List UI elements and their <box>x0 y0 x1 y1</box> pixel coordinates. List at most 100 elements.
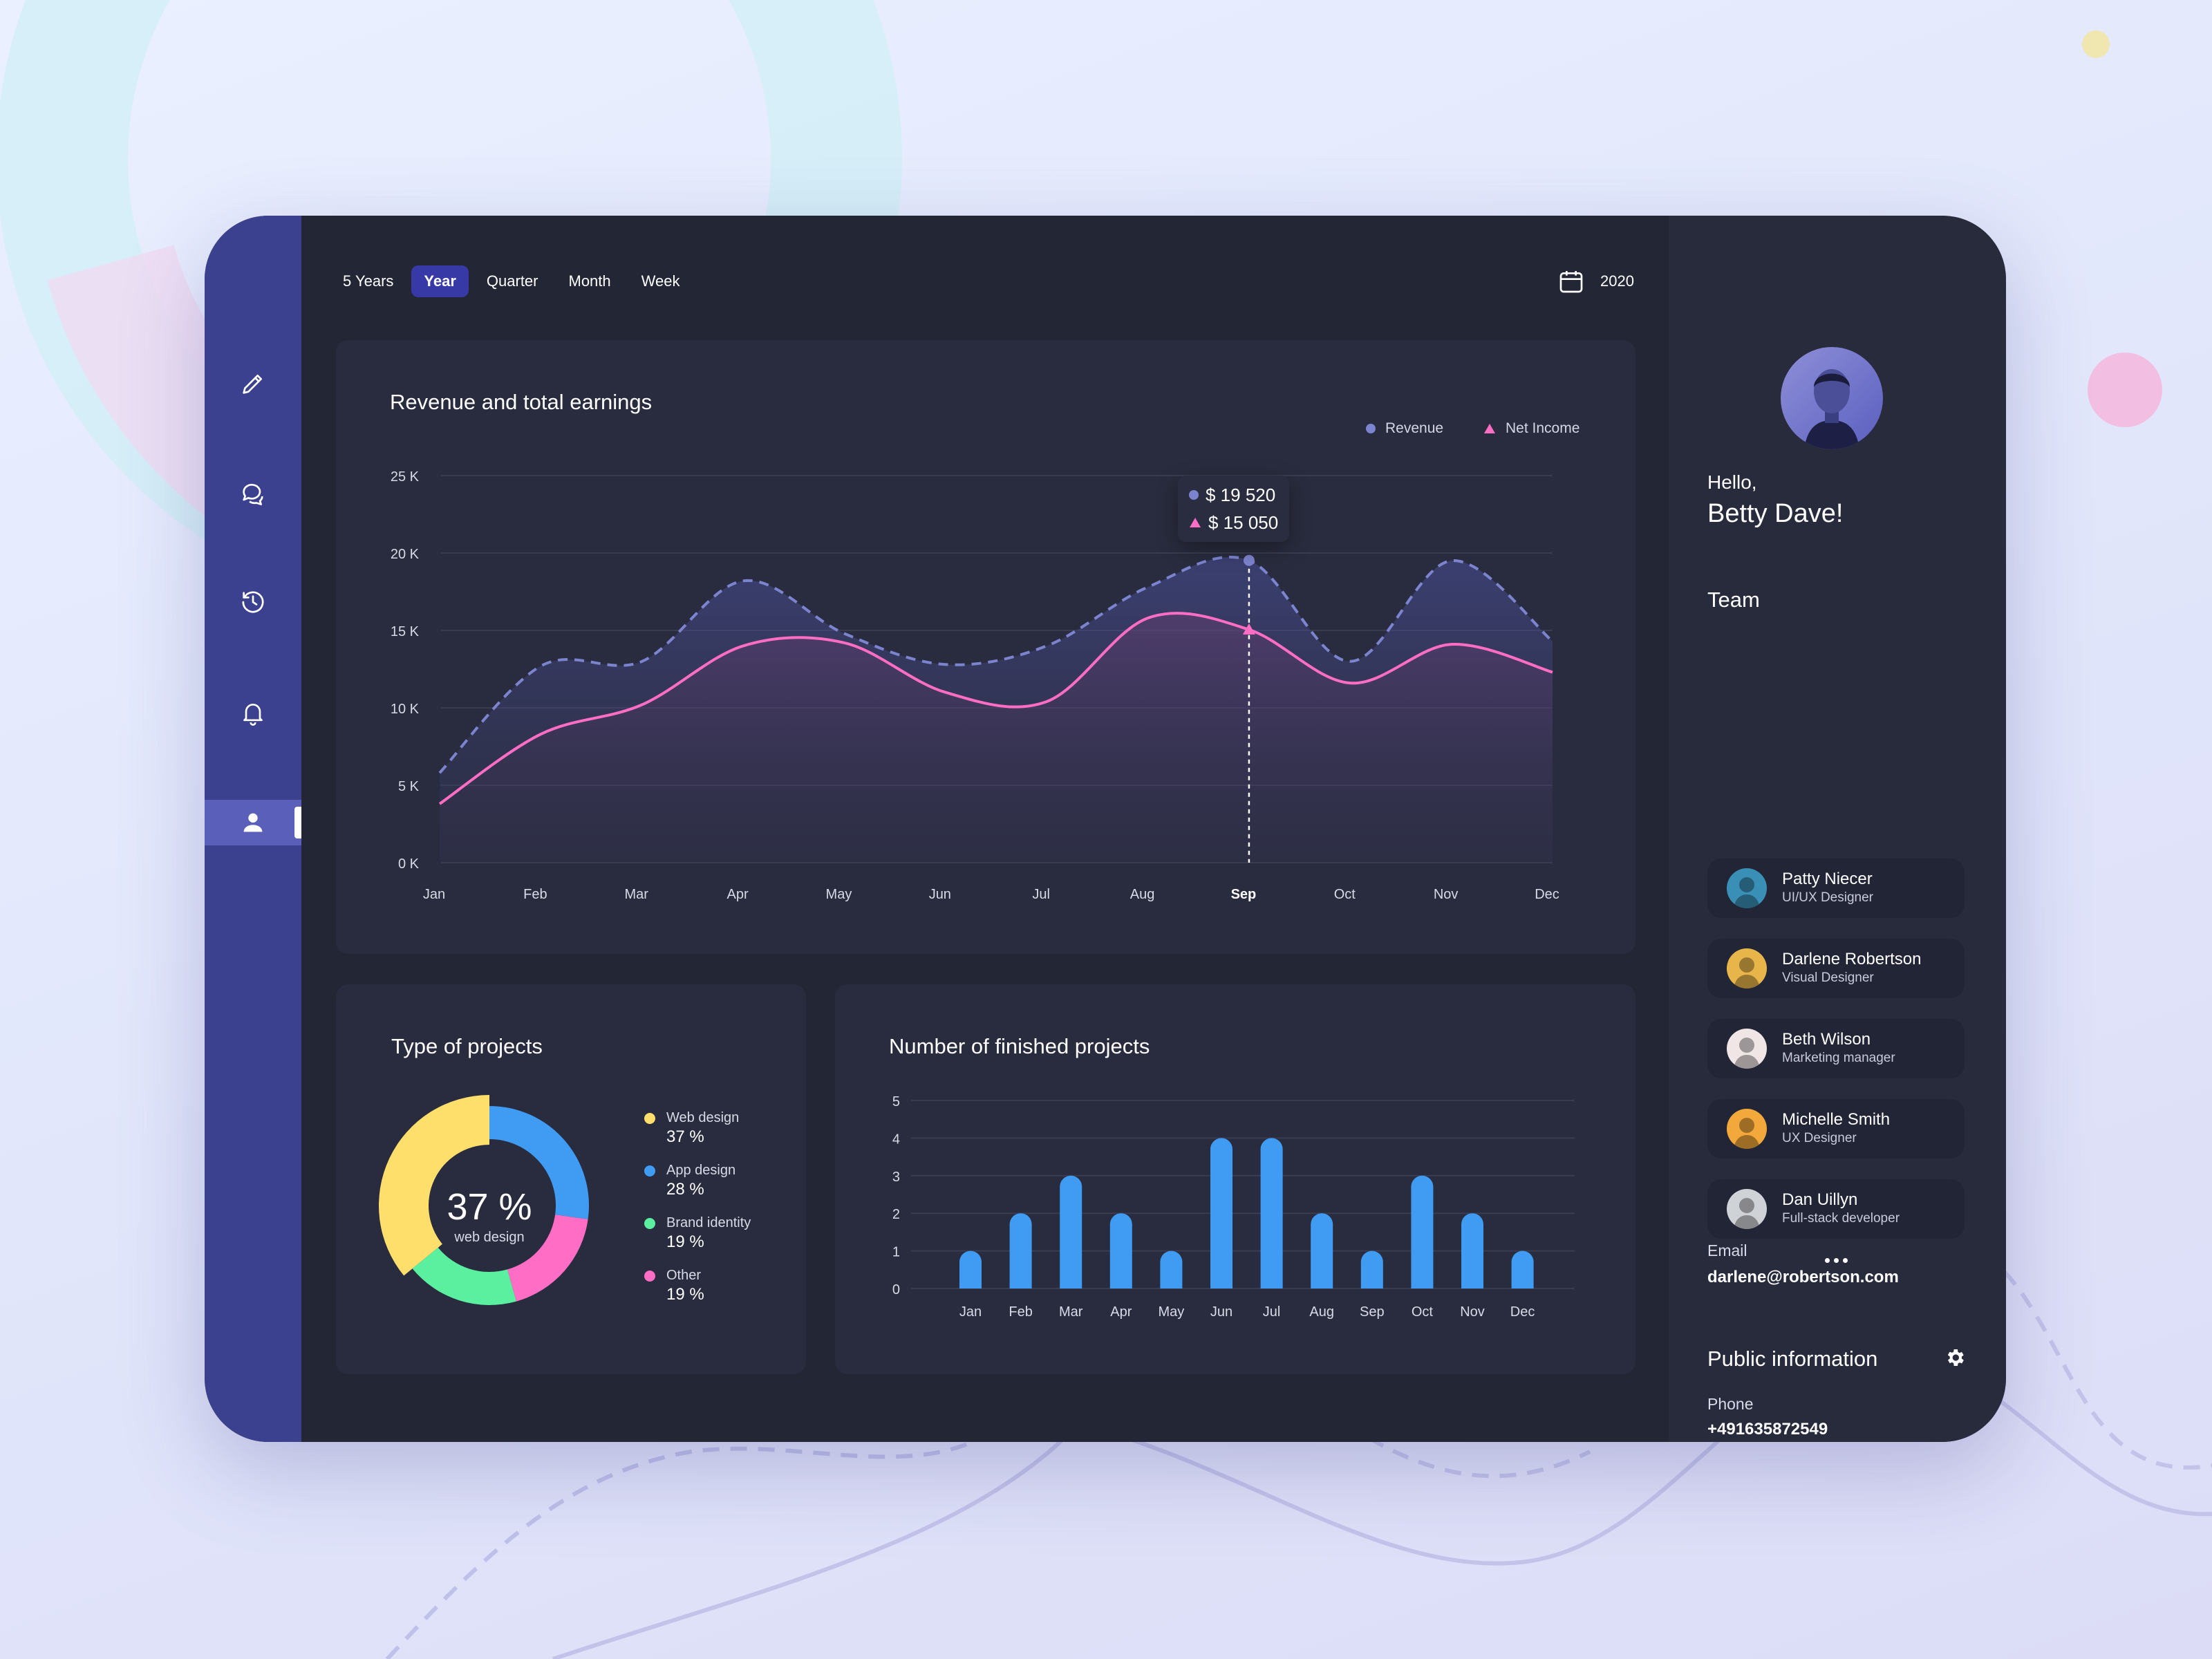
triangle-icon <box>1484 424 1495 433</box>
team-title: Team <box>1707 588 1760 612</box>
history-icon <box>242 591 264 613</box>
donut-slice-brand-identity[interactable] <box>412 1247 517 1305</box>
net-income-point[interactable] <box>1242 623 1255 635</box>
legend-dot <box>644 1271 655 1282</box>
legend-label: Web design <box>666 1110 740 1125</box>
x-tick-label: Aug <box>1309 1304 1334 1320</box>
y-tick-label: 25 K <box>391 469 420 485</box>
member-avatar <box>1727 868 1767 908</box>
member-avatar <box>1727 1109 1767 1149</box>
x-tick-label: Mar <box>625 887 649 902</box>
donut-center-value: 37 % <box>447 1186 532 1228</box>
projects-type-title: Type of projects <box>391 1034 543 1058</box>
bar-jun[interactable] <box>1210 1138 1232 1288</box>
bg-dot-pink <box>2088 353 2162 427</box>
member-role: UI/UX Designer <box>1782 890 1873 905</box>
bar-may[interactable] <box>1160 1250 1183 1288</box>
legend-label: Brand identity <box>666 1215 751 1230</box>
member-name: Dan Uillyn <box>1782 1190 1858 1209</box>
sidebar-item-profile[interactable] <box>205 800 301 845</box>
calendar-icon <box>1559 271 1583 293</box>
x-tick-label: Dec <box>1535 887 1559 902</box>
user-avatar[interactable] <box>1781 347 1883 449</box>
bar-apr[interactable] <box>1109 1213 1132 1288</box>
team-member[interactable]: Darlene Robertson Visual Designer <box>1707 939 1965 998</box>
pencil-icon <box>243 375 262 394</box>
dashboard-window: 5 Years Year Quarter Month Week 2020 Revenue… <box>205 216 2006 1442</box>
x-tick-label: Feb <box>523 887 547 902</box>
bar-mar[interactable] <box>1060 1175 1082 1288</box>
member-avatar <box>1727 948 1767 988</box>
gear-icon[interactable] <box>1944 1347 1966 1369</box>
email-value[interactable]: darlene@robertson.com <box>1707 1268 1899 1286</box>
legend-value: 19 % <box>666 1285 704 1304</box>
x-tick-label: May <box>826 887 852 902</box>
revenue-legend-dot <box>1366 424 1376 433</box>
donut-slice-other[interactable] <box>507 1215 588 1302</box>
legend-revenue: Revenue <box>1366 420 1443 437</box>
y-tick-label: 5 K <box>398 779 420 794</box>
tab-month[interactable]: Month <box>568 272 611 290</box>
tab-quarter[interactable]: Quarter <box>486 272 538 290</box>
y-tick-label: 1 <box>892 1245 900 1260</box>
chart-tooltip: $ 19 520 $ 15 050 <box>1178 476 1290 542</box>
legend-dot <box>644 1218 655 1229</box>
sidebar <box>205 216 301 1442</box>
sidebar-item-notifications[interactable] <box>205 690 301 735</box>
y-tick-label: 4 <box>892 1132 900 1147</box>
finished-projects-card: Number of finished projects 5 4 3 2 1 0 Jan Feb… <box>835 984 1635 1374</box>
legend-dot <box>644 1165 655 1177</box>
sidebar-item-messages[interactable] <box>205 470 301 516</box>
bar-sep[interactable] <box>1360 1250 1383 1288</box>
member-name: Beth Wilson <box>1782 1030 1871 1049</box>
sidebar-item-edit[interactable] <box>205 361 301 406</box>
tooltip-revenue-dot <box>1189 490 1199 500</box>
donut-legend-item: App design 28 % <box>644 1161 751 1200</box>
y-tick-label: 15 K <box>391 624 420 639</box>
bar-feb[interactable] <box>1009 1213 1032 1288</box>
team-member[interactable]: Dan Uillyn Full-stack developer <box>1707 1179 1965 1239</box>
legend-label: Other <box>666 1268 702 1283</box>
tab-year[interactable]: Year <box>411 265 469 297</box>
x-tick-label: Apr <box>727 887 749 902</box>
revenue-card-title: Revenue and total earnings <box>390 390 653 414</box>
email-label: Email <box>1707 1241 1747 1259</box>
greeting: Hello, <box>1707 471 1757 493</box>
x-tick-label: Sep <box>1360 1304 1385 1320</box>
legend-revenue-label: Revenue <box>1385 420 1444 436</box>
more-dots-icon[interactable] <box>1825 1258 1848 1263</box>
donut-legend-item: Other 19 % <box>644 1266 751 1305</box>
bar-aug[interactable] <box>1311 1213 1333 1288</box>
tab-5-years[interactable]: 5 Years <box>343 272 394 290</box>
x-tick-label: Nov <box>1460 1304 1485 1320</box>
bar-nov[interactable] <box>1461 1213 1483 1288</box>
revenue-point[interactable] <box>1243 554 1255 566</box>
team-member[interactable]: Michelle Smith UX Designer <box>1707 1099 1965 1159</box>
bell-icon <box>243 704 263 726</box>
bar-jul[interactable] <box>1260 1138 1283 1288</box>
x-tick-label: Jul <box>1263 1304 1281 1320</box>
x-tick-label: Feb <box>1009 1304 1032 1320</box>
phone-value[interactable]: +491635872549 <box>1707 1420 1828 1438</box>
member-name: Michelle Smith <box>1782 1110 1891 1129</box>
team-member[interactable]: Beth Wilson Marketing manager <box>1707 1019 1965 1078</box>
y-tick-label: 0 K <box>398 856 420 872</box>
donut-slice-app-design[interactable] <box>489 1106 589 1219</box>
year-selector[interactable]: 2020 <box>1557 265 1634 297</box>
user-icon <box>243 813 263 832</box>
x-tick-label: Mar <box>1059 1304 1083 1320</box>
x-tick-label: May <box>1159 1304 1185 1320</box>
y-tick-label: 10 K <box>391 702 420 717</box>
sidebar-item-history[interactable] <box>205 579 301 625</box>
legend-label: App design <box>666 1163 736 1178</box>
bar-jan[interactable] <box>959 1250 982 1288</box>
team-member[interactable]: Patty Niecer UI/UX Designer <box>1707 859 1965 918</box>
x-tick-label: Jan <box>423 887 445 902</box>
bar-dec[interactable] <box>1511 1250 1534 1288</box>
legend-dot <box>644 1113 655 1124</box>
bar-oct[interactable] <box>1411 1175 1434 1288</box>
donut-slice-web-design[interactable] <box>379 1095 489 1276</box>
donut-legend: Web design 37 % App design 28 % Brand identi… <box>644 1109 751 1319</box>
tab-week[interactable]: Week <box>641 272 680 290</box>
